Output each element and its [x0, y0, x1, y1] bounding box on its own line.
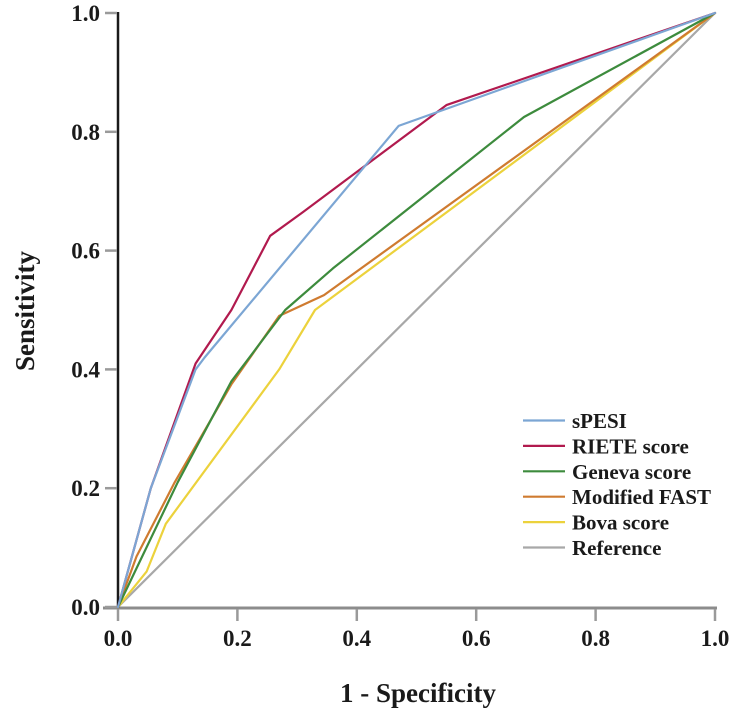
- y-tick-label: 0.6: [71, 239, 100, 264]
- legend-item-spesi: sPESI: [523, 409, 627, 433]
- y-tick-label: 0.0: [71, 595, 100, 620]
- legend-item-riete-score: RIETE score: [523, 434, 689, 458]
- x-tick-label: 0.4: [342, 626, 371, 651]
- x-tick-label: 1.0: [701, 626, 730, 651]
- legend-item-reference: Reference: [523, 536, 661, 560]
- y-tick-label: 0.2: [71, 476, 100, 501]
- legend-label-reference: Reference: [572, 536, 661, 560]
- legend-label-modified-fast: Modified FAST: [572, 485, 711, 509]
- y-tick-label: 0.4: [71, 357, 100, 382]
- x-tick-label: 0.0: [104, 626, 133, 651]
- legend-label-geneva-score: Geneva score: [572, 460, 691, 484]
- curve-modified-fast: [116, 11, 717, 609]
- y-tick-label: 1.0: [71, 1, 100, 26]
- curve-spesi: [116, 11, 717, 609]
- curve-geneva-score: [116, 11, 717, 609]
- legend-item-geneva-score: Geneva score: [523, 460, 691, 484]
- curves-layer: [116, 11, 717, 609]
- legend-label-spesi: sPESI: [572, 409, 627, 433]
- y-tick-label: 0.8: [71, 120, 100, 145]
- legend-item-bova-score: Bova score: [523, 511, 669, 535]
- legend-item-modified-fast: Modified FAST: [523, 485, 711, 509]
- y-axis-title: Sensitivity: [10, 250, 40, 371]
- legend-label-riete-score: RIETE score: [572, 434, 689, 458]
- x-axis-title: 1 - Specificity: [340, 678, 496, 708]
- x-tick-label: 0.8: [581, 626, 610, 651]
- axes-layer: 0.0 0.2 0.4 0.6 0.8 1.0 0.0 0.2 0.4 0.6 0.8 1.0: [71, 1, 729, 651]
- x-tick-label: 0.2: [223, 626, 252, 651]
- curve-bova-score: [116, 11, 717, 609]
- legend-label-bova-score: Bova score: [572, 511, 669, 535]
- x-tick-label: 0.6: [462, 626, 491, 651]
- curve-reference: [116, 11, 717, 609]
